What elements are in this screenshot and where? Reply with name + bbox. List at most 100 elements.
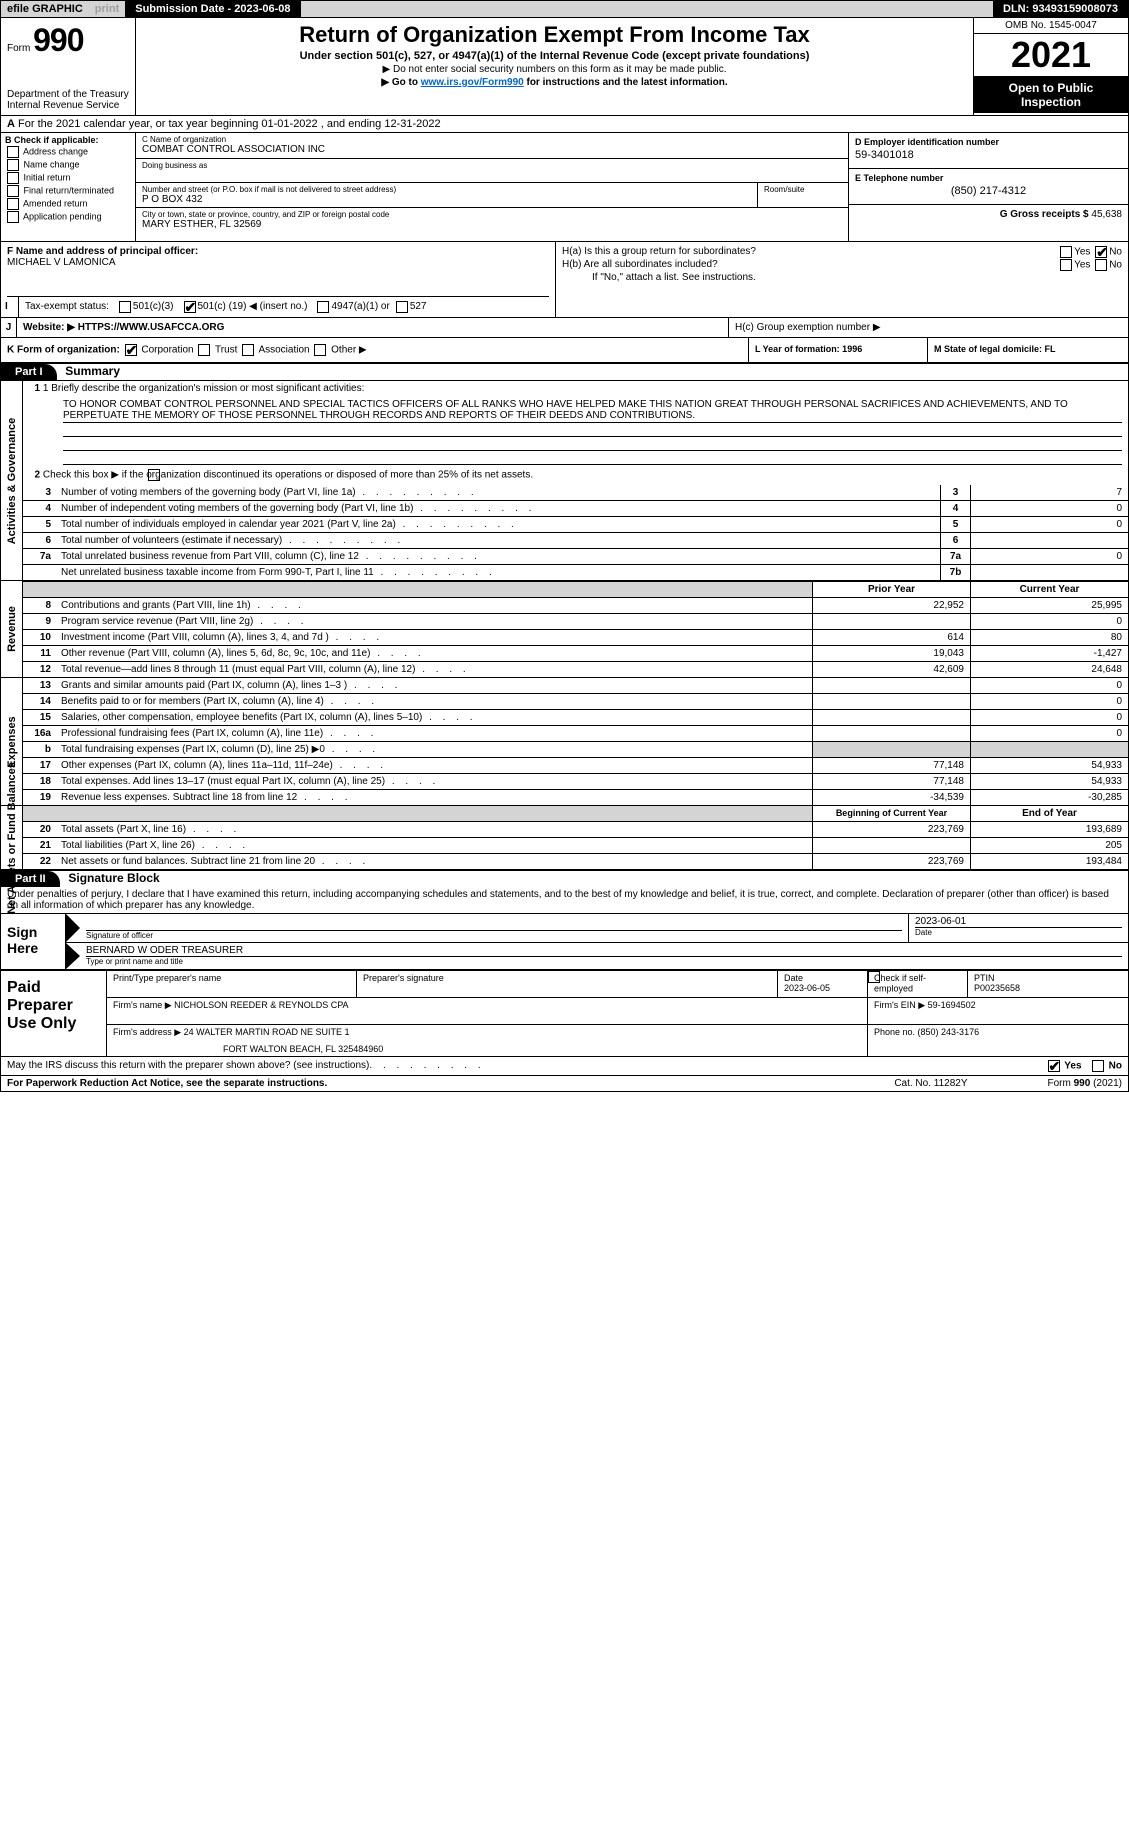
col-h: H(a) Is this a group return for subordin… <box>556 242 1128 317</box>
chk-corp[interactable] <box>125 344 137 356</box>
chk-address[interactable]: Address change <box>5 146 131 158</box>
prep-sig-lbl: Preparer's signature <box>357 971 778 997</box>
k-cell: K Form of organization: Corporation Trus… <box>1 338 748 362</box>
omb-number: OMB No. 1545-0047 <box>974 18 1128 34</box>
chk-initial[interactable]: Initial return <box>5 172 131 184</box>
instructions-link[interactable]: www.irs.gov/Form990 <box>421 77 524 88</box>
beg-year-hdr: Beginning of Current Year <box>812 806 970 821</box>
sign-here-table: Sign Here Signature of officer 2023-06-0… <box>1 913 1128 969</box>
firm-ein: Firm's EIN ▶ 59-1694502 <box>868 998 1128 1024</box>
chk-assoc[interactable] <box>242 344 254 356</box>
chk-trust[interactable] <box>198 344 210 356</box>
prep-row-1: Print/Type preparer's name Preparer's si… <box>107 971 1128 998</box>
footer-left: For Paperwork Reduction Act Notice, see … <box>7 1078 327 1089</box>
tel-row: E Telephone number (850) 217-4312 <box>849 169 1128 205</box>
chk-501c[interactable] <box>184 301 196 313</box>
hb-note: If "No," attach a list. See instructions… <box>562 272 1122 283</box>
preparer-label: Paid Preparer Use Only <box>1 971 106 1056</box>
na-rows: 20 Total assets (Part X, line 16) 223,76… <box>23 822 1128 869</box>
sig-date-cell: 2023-06-01 Date <box>908 914 1128 942</box>
ag-rows: 3 Number of voting members of the govern… <box>23 485 1128 580</box>
chk-4947[interactable] <box>317 301 329 313</box>
header-row: Form 990 Department of the Treasury Inte… <box>1 18 1128 116</box>
street-cell: Number and street (or P.O. box if mail i… <box>136 183 758 207</box>
prior-year-hdr: Prior Year <box>812 582 970 597</box>
submission-date: Submission Date - 2023-06-08 <box>125 1 300 17</box>
sig-date-lbl: Date <box>915 927 1122 937</box>
form-title: Return of Organization Exempt From Incom… <box>142 22 967 48</box>
discuss-no[interactable] <box>1092 1060 1104 1072</box>
table-row: b Total fundraising expenses (Part IX, c… <box>23 742 1128 758</box>
part1-title: Summary <box>59 364 120 378</box>
sig-officer-lbl: Signature of officer <box>86 930 902 940</box>
table-row: 3 Number of voting members of the govern… <box>23 485 1128 501</box>
tax-status-lbl: Tax-exempt status: <box>25 301 109 313</box>
form-number-cell: Form 990 Department of the Treasury Inte… <box>1 18 136 115</box>
sig-name-row: BERNARD W ODER TREASURER Type or print n… <box>66 943 1128 969</box>
revenue-header: Prior Year Current Year <box>23 581 1128 598</box>
chk-pending[interactable]: Application pending <box>5 211 131 223</box>
sig-name: BERNARD W ODER TREASURER <box>86 945 1122 956</box>
sub3-post: for instructions and the latest informat… <box>524 77 728 88</box>
revenue-section: Revenue Prior Year Current Year 8 Contri… <box>1 581 1128 678</box>
prep-ptin-cell: PTINP00235658 <box>968 971 1128 997</box>
table-row: 14 Benefits paid to or for members (Part… <box>23 694 1128 710</box>
col-f-officer: F Name and address of principal officer:… <box>1 242 556 317</box>
hb-no[interactable] <box>1095 259 1107 271</box>
discuss-yes[interactable] <box>1048 1060 1060 1072</box>
tab-ag: Activities & Governance <box>1 381 23 580</box>
chk-amended[interactable]: Amended return <box>5 198 131 210</box>
table-row: 12 Total revenue—add lines 8 through 11 … <box>23 662 1128 677</box>
q2-chk[interactable] <box>148 469 160 481</box>
part2-header: Part II Signature Block <box>1 871 1128 887</box>
chk-self-emp[interactable] <box>868 971 880 983</box>
sig-name-lbl: Type or print name and title <box>86 956 1122 966</box>
form-label: Form <box>7 43 30 54</box>
chk-501c3[interactable] <box>119 301 131 313</box>
box-b-label: B Check if applicable: <box>5 135 131 145</box>
chk-final[interactable]: Final return/terminated <box>5 185 131 197</box>
form-number: 990 <box>33 22 83 58</box>
table-row: 8 Contributions and grants (Part VIII, l… <box>23 598 1128 614</box>
row-klm: K Form of organization: Corporation Trus… <box>1 338 1128 364</box>
dln: DLN: 93493159008073 <box>993 1 1128 17</box>
gross-lbl: G Gross receipts $ <box>1000 209 1089 220</box>
hb-yes[interactable] <box>1060 259 1072 271</box>
sign-rows: Signature of officer 2023-06-01 Date BER… <box>66 914 1128 969</box>
ha-yes[interactable] <box>1060 246 1072 258</box>
firm-phone: Phone no. (850) 243-3176 <box>868 1025 1128 1056</box>
footer-cat: Cat. No. 11282Y <box>894 1078 967 1089</box>
table-row: 9 Program service revenue (Part VIII, li… <box>23 614 1128 630</box>
ag-content: 1 1 Briefly describe the organization's … <box>23 381 1128 580</box>
sig-officer-cell: Signature of officer <box>80 914 908 942</box>
table-row: 17 Other expenses (Part IX, column (A), … <box>23 758 1128 774</box>
firm-name-cell: Firm's name ▶ NICHOLSON REEDER & REYNOLD… <box>107 998 868 1024</box>
sig-officer-row: Signature of officer 2023-06-01 Date <box>66 914 1128 943</box>
l-cell: L Year of formation: 1996 <box>748 338 928 362</box>
topbar: efile GRAPHIC print Submission Date - 20… <box>0 0 1129 18</box>
chk-name[interactable]: Name change <box>5 159 131 171</box>
table-row: 22 Net assets or fund balances. Subtract… <box>23 854 1128 869</box>
footer-form: Form 990 (2021) <box>1048 1078 1122 1089</box>
city-val: MARY ESTHER, FL 32569 <box>142 219 842 230</box>
table-row: 16a Professional fundraising fees (Part … <box>23 726 1128 742</box>
website-cell: Website: ▶ HTTPS://WWW.USAFCCA.ORG <box>17 318 728 337</box>
city-lbl: City or town, state or province, country… <box>142 210 842 219</box>
j-label: J <box>1 318 17 337</box>
irs-label: Internal Revenue Service <box>7 100 129 111</box>
table-row: 10 Investment income (Part VIII, column … <box>23 630 1128 646</box>
org-name-row: C Name of organization COMBAT CONTROL AS… <box>136 133 848 159</box>
tel-lbl: E Telephone number <box>855 173 1122 183</box>
table-row: 21 Total liabilities (Part X, line 26) 2… <box>23 838 1128 854</box>
print-link[interactable]: print <box>89 1 125 17</box>
m-cell: M State of legal domicile: FL <box>928 338 1128 362</box>
table-row: 13 Grants and similar amounts paid (Part… <box>23 678 1128 694</box>
net-assets-section: Net Assets or Fund Balances Beginning of… <box>1 806 1128 871</box>
chk-527[interactable] <box>396 301 408 313</box>
table-row: 19 Revenue less expenses. Subtract line … <box>23 790 1128 805</box>
chk-other[interactable] <box>314 344 326 356</box>
sub3-pre: ▶ Go to <box>381 77 420 88</box>
activities-governance-section: Activities & Governance 1 1 Briefly desc… <box>1 381 1128 581</box>
prep-name-lbl: Print/Type preparer's name <box>107 971 357 997</box>
ha-no[interactable] <box>1095 246 1107 258</box>
